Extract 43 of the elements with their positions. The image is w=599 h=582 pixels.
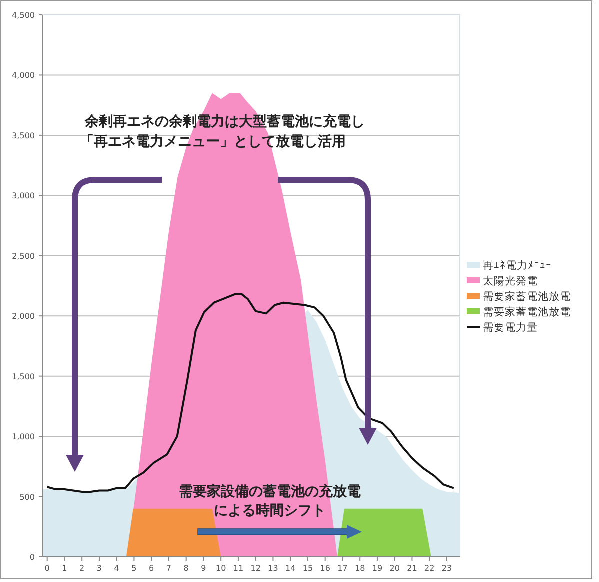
x-tick-label: 1 bbox=[62, 564, 68, 573]
annotation: 需要家設備の蓄電池の充放電 bbox=[179, 483, 361, 500]
x-tick-label: 7 bbox=[166, 564, 172, 573]
x-tick-label: 23 bbox=[442, 564, 452, 573]
y-tick-label: 1,500 bbox=[12, 372, 35, 382]
legend-label: 需要家蓄電池放電 bbox=[483, 306, 571, 318]
x-tick-label: 17 bbox=[338, 564, 348, 573]
x-tick-label: 3 bbox=[96, 564, 102, 573]
annotation: 「再エネ電力メニュー」として放電し活用 bbox=[80, 134, 346, 150]
x-tick-label: 8 bbox=[184, 564, 189, 573]
x-tick-label: 16 bbox=[320, 564, 330, 573]
x-tick-label: 2 bbox=[80, 564, 85, 573]
y-tick-label: 4,000 bbox=[12, 71, 35, 80]
annotation: 余剰再エネの余剰電力は大型蓄電池に充電し bbox=[84, 113, 365, 130]
x-tick-label: 10 bbox=[216, 564, 226, 573]
x-tick-label: 12 bbox=[250, 564, 261, 573]
legend-label: 需要電力量 bbox=[483, 321, 538, 334]
x-tick-label: 18 bbox=[355, 564, 366, 573]
y-tick-label: 4,500 bbox=[12, 11, 35, 20]
annotation: による時間シフト bbox=[214, 503, 326, 519]
x-tick-label: 6 bbox=[149, 564, 154, 573]
x-tick-label: 13 bbox=[268, 564, 278, 573]
x-tick-label: 11 bbox=[233, 564, 244, 573]
y-tick-label: 500 bbox=[20, 492, 35, 502]
x-tick-label: 19 bbox=[372, 564, 383, 573]
x-tick-label: 22 bbox=[424, 564, 435, 573]
y-tick-label: 0 bbox=[30, 553, 35, 562]
x-tick-label: 0 bbox=[44, 564, 50, 573]
x-tick-label: 15 bbox=[302, 564, 314, 573]
legend-label: 太陽光発電 bbox=[483, 274, 538, 288]
x-tick-label: 9 bbox=[201, 564, 206, 573]
y-tick-label: 3,000 bbox=[12, 192, 35, 201]
y-tick-label: 2,000 bbox=[12, 312, 35, 322]
x-tick-label: 20 bbox=[390, 564, 400, 573]
legend-label: 再ｴﾈ電力ﾒﾆｭｰ bbox=[483, 259, 552, 272]
y-tick-label: 2,500 bbox=[12, 252, 35, 261]
legend-label: 需要家蓄電池放電 bbox=[483, 290, 571, 303]
x-tick-label: 4 bbox=[114, 564, 120, 573]
y-tick-label: 3,500 bbox=[12, 131, 35, 140]
x-tick-label: 14 bbox=[286, 564, 296, 573]
x-tick-label: 5 bbox=[132, 564, 137, 573]
x-tick-label: 21 bbox=[407, 564, 418, 573]
y-tick-label: 1,000 bbox=[12, 432, 35, 442]
